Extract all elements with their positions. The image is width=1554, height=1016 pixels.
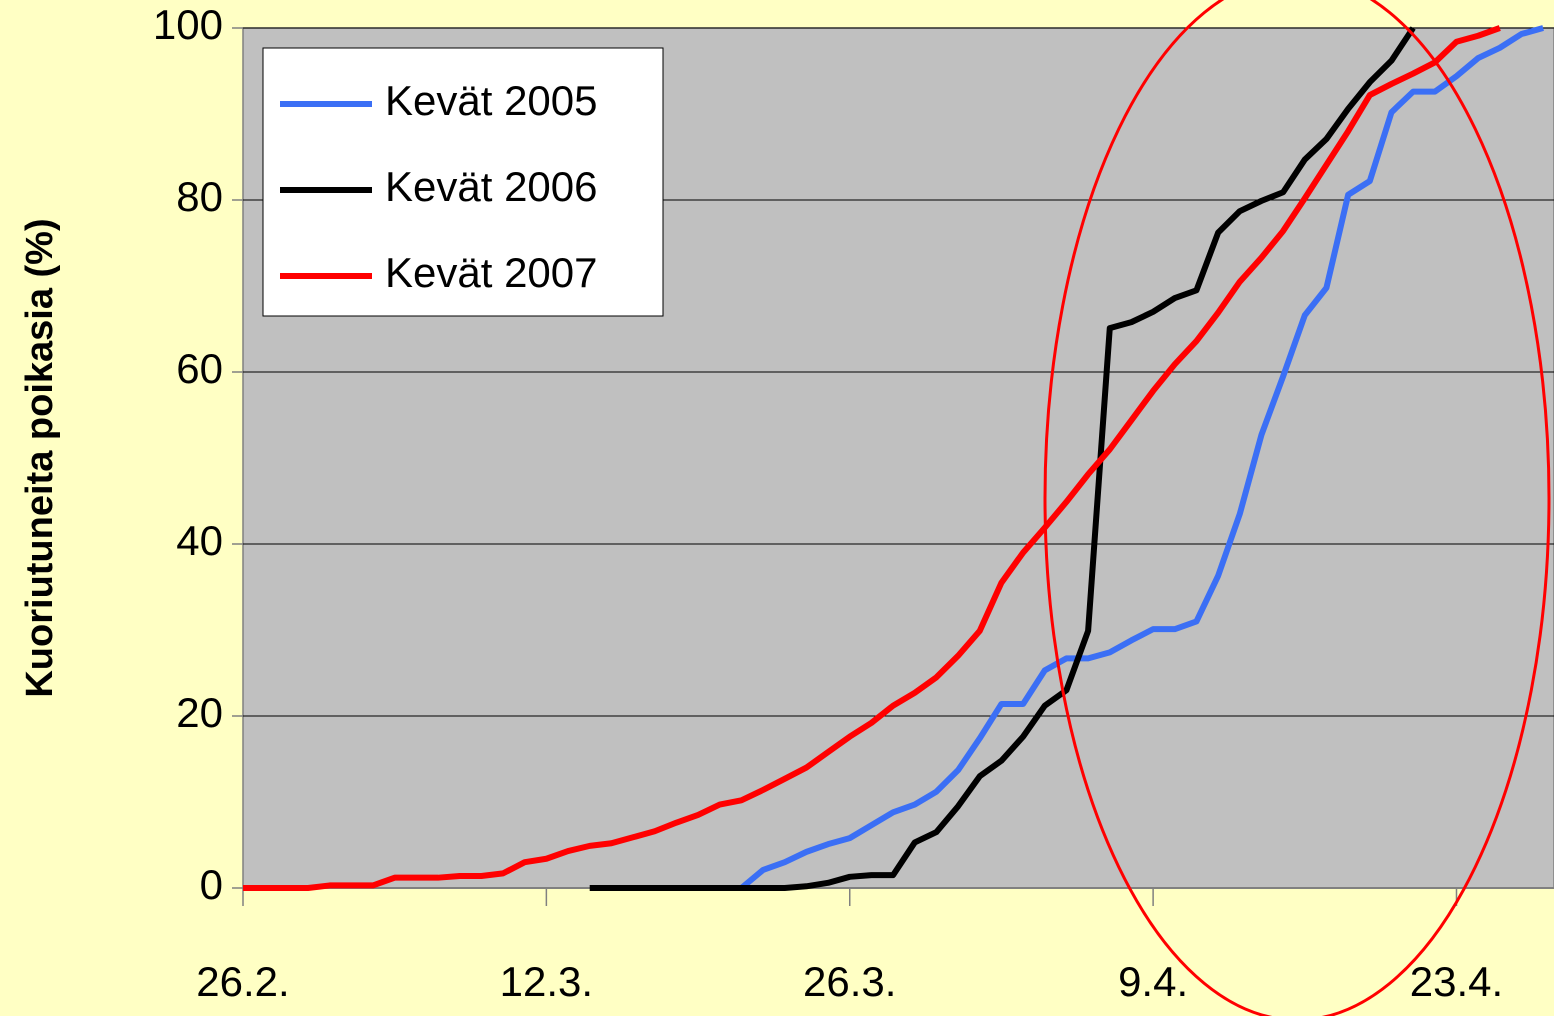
lines [243, 25, 1544, 891]
x-tick-label: 12.3. [500, 958, 593, 1005]
x-tick-label: 23.4. [1410, 958, 1503, 1005]
legend-label: Kevät 2005 [385, 77, 598, 124]
y-tick-label: 40 [176, 517, 223, 564]
y-tick-label: 100 [153, 1, 223, 48]
x-tick-label: 26.3. [803, 958, 896, 1005]
highlight-ellipse [1043, 0, 1551, 1016]
y-axis-title: Kuoriutuneita poikasia (%) [19, 218, 61, 697]
series-line [243, 25, 1501, 891]
legend-box [262, 47, 664, 317]
legend-label: Kevät 2006 [385, 163, 598, 210]
y-tick-label: 80 [176, 173, 223, 220]
x-tick-label: 26.2. [196, 958, 289, 1005]
x-tick-label: 9.4. [1118, 958, 1188, 1005]
series-line [739, 25, 1544, 891]
legend-label: Kevät 2007 [385, 249, 598, 296]
y-tick-label: 0 [200, 861, 223, 908]
series-line [589, 26, 1416, 891]
y-tick-label: 60 [176, 345, 223, 392]
y-tick-label: 20 [176, 689, 223, 736]
legend: Kevät 2005 Kevät 2006 Kevät 2007 [262, 47, 664, 317]
grid [232, 27, 1554, 906]
